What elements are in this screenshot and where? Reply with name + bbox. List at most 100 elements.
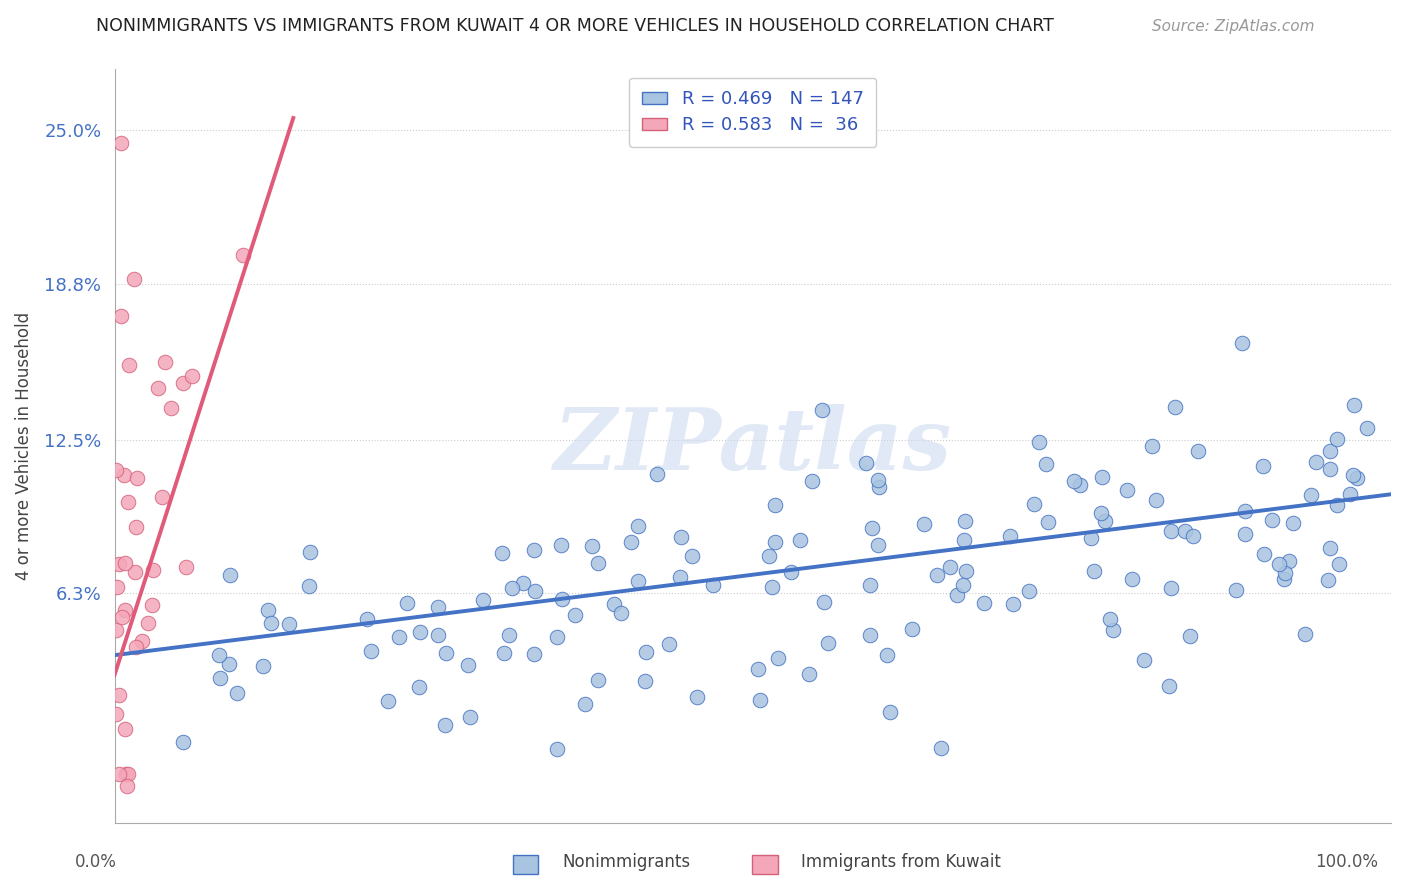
Point — [609, 606, 631, 620]
Point — [1018, 583, 1040, 598]
Point — [1305, 455, 1327, 469]
Point — [408, 680, 430, 694]
Point — [879, 705, 901, 719]
Point — [868, 538, 890, 552]
Point — [799, 667, 821, 681]
Point — [1329, 557, 1351, 571]
Point — [1316, 574, 1339, 588]
Point — [1144, 492, 1167, 507]
Point — [150, 490, 173, 504]
Point — [1036, 515, 1059, 529]
Point — [172, 376, 194, 391]
Point — [766, 651, 789, 665]
Point — [208, 648, 231, 662]
Point — [586, 673, 609, 687]
Point — [685, 690, 707, 704]
Point — [219, 568, 242, 582]
Point — [114, 722, 136, 736]
Point — [973, 596, 995, 610]
Point — [1164, 400, 1187, 414]
Point — [1178, 628, 1201, 642]
Point — [1319, 541, 1341, 556]
Point — [114, 556, 136, 570]
Point — [1253, 547, 1275, 561]
Point — [1301, 488, 1323, 502]
Point — [115, 767, 138, 781]
Point — [1116, 483, 1139, 497]
Point — [122, 272, 145, 286]
Point — [117, 780, 139, 794]
Point — [181, 368, 204, 383]
Point — [912, 516, 935, 531]
Point — [1187, 443, 1209, 458]
Point — [817, 635, 839, 649]
Point — [1260, 513, 1282, 527]
Point — [564, 607, 586, 622]
Point — [1083, 564, 1105, 578]
Point — [136, 615, 159, 630]
Point — [1069, 477, 1091, 491]
Point — [900, 622, 922, 636]
Point — [868, 480, 890, 494]
Point — [876, 648, 898, 662]
Point — [105, 580, 128, 594]
Point — [998, 529, 1021, 543]
Point — [523, 584, 546, 599]
Text: ZIPatlas: ZIPatlas — [554, 404, 952, 488]
Point — [298, 579, 321, 593]
Point — [260, 615, 283, 630]
Point — [433, 718, 456, 732]
Point — [1326, 433, 1348, 447]
Point — [512, 575, 534, 590]
Text: Immigrants from Kuwait: Immigrants from Kuwait — [801, 853, 1001, 871]
Point — [763, 534, 786, 549]
Point — [1326, 499, 1348, 513]
Point — [146, 381, 169, 395]
Point — [409, 625, 432, 640]
Point — [494, 646, 516, 660]
Point — [1281, 516, 1303, 530]
Point — [117, 767, 139, 781]
Point — [1140, 439, 1163, 453]
Point — [681, 549, 703, 563]
Point — [859, 628, 882, 642]
Point — [107, 767, 129, 781]
Point — [939, 560, 962, 574]
Point — [749, 693, 772, 707]
Point — [1278, 554, 1301, 568]
Point — [278, 616, 301, 631]
Point — [1091, 470, 1114, 484]
Point — [1272, 572, 1295, 586]
Point — [356, 612, 378, 626]
Point — [226, 686, 249, 700]
Point — [457, 658, 479, 673]
Point — [427, 628, 450, 642]
Point — [105, 706, 128, 721]
Point — [108, 557, 131, 571]
Point — [859, 578, 882, 592]
Point — [108, 688, 131, 702]
Point — [546, 742, 568, 756]
Point — [1268, 557, 1291, 571]
Point — [501, 581, 523, 595]
Point — [620, 535, 643, 549]
Point — [953, 514, 976, 528]
Point — [1343, 398, 1365, 412]
Point — [434, 646, 457, 660]
Point — [550, 538, 572, 552]
Point — [110, 136, 132, 150]
Point — [360, 644, 382, 658]
Point — [1339, 487, 1361, 501]
Point — [789, 533, 811, 547]
Point — [546, 630, 568, 644]
Point — [160, 401, 183, 415]
Point — [813, 595, 835, 609]
Text: Nonimmigrants: Nonimmigrants — [562, 853, 690, 871]
Point — [1035, 458, 1057, 472]
Point — [105, 462, 128, 476]
Point — [523, 647, 546, 661]
Point — [125, 471, 148, 485]
Point — [110, 309, 132, 323]
Point — [574, 697, 596, 711]
Text: NONIMMIGRANTS VS IMMIGRANTS FROM KUWAIT 4 OR MORE VEHICLES IN HOUSEHOLD CORRELAT: NONIMMIGRANTS VS IMMIGRANTS FROM KUWAIT … — [96, 17, 1053, 35]
